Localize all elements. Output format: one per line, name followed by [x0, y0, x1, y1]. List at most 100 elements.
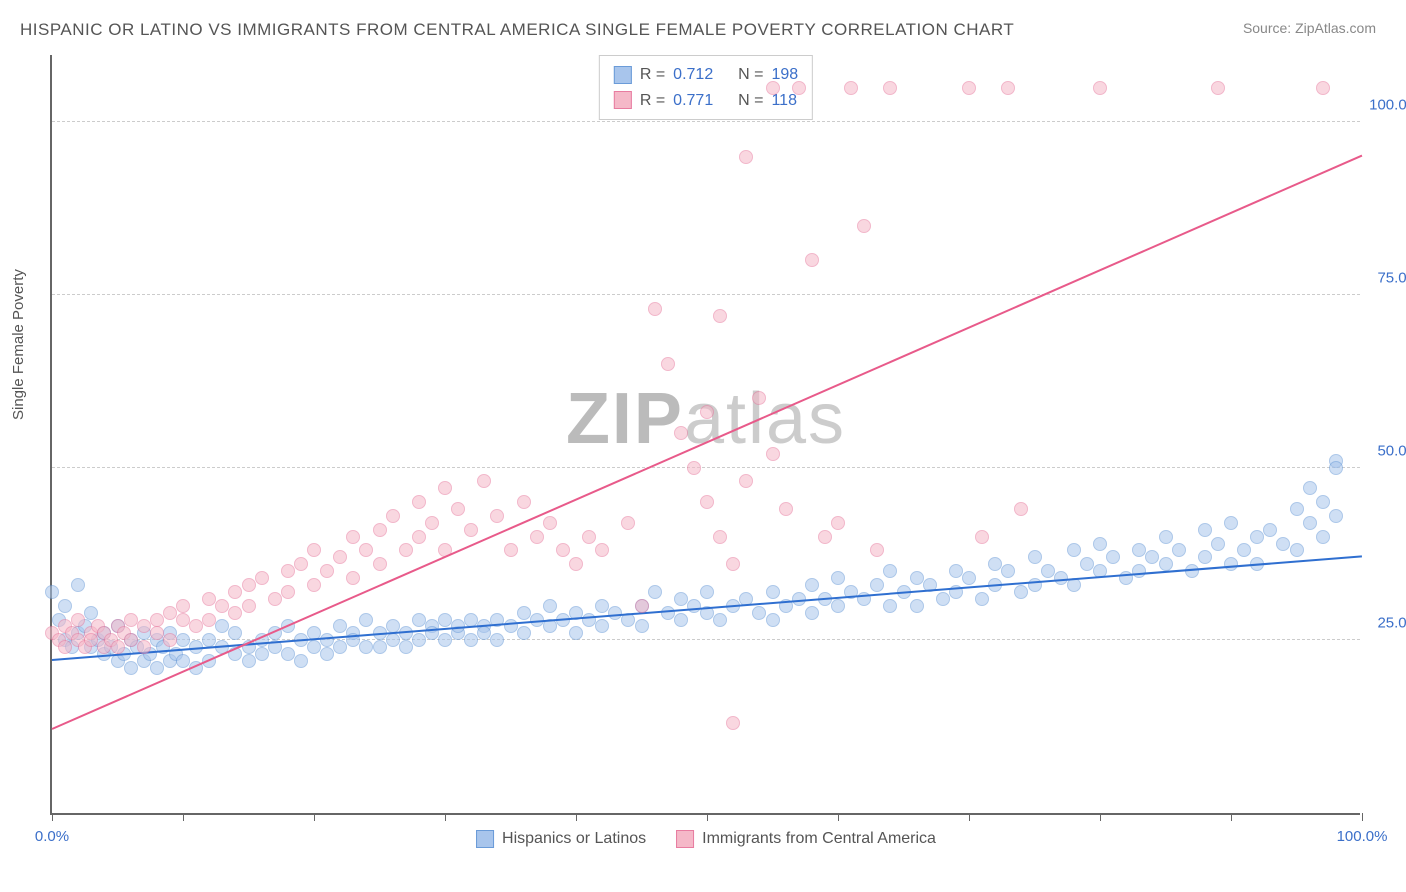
x-tick-label: 0.0%	[35, 828, 69, 845]
scatter-point	[635, 599, 649, 613]
scatter-point	[805, 253, 819, 267]
scatter-point	[137, 619, 151, 633]
scatter-point	[739, 474, 753, 488]
scatter-point	[766, 613, 780, 627]
scatter-point	[176, 613, 190, 627]
y-axis-label: Single Female Poverty	[10, 269, 27, 420]
scatter-point	[831, 599, 845, 613]
x-tick	[969, 813, 970, 821]
scatter-point	[464, 633, 478, 647]
x-tick	[1100, 813, 1101, 821]
scatter-point	[228, 585, 242, 599]
scatter-point	[739, 150, 753, 164]
scatter-point	[674, 592, 688, 606]
scatter-point	[949, 564, 963, 578]
scatter-point	[124, 633, 138, 647]
scatter-point	[346, 530, 360, 544]
x-tick	[1362, 813, 1363, 821]
scatter-point	[1198, 550, 1212, 564]
scatter-point	[1028, 550, 1042, 564]
scatter-point	[1303, 516, 1317, 530]
scatter-point	[412, 633, 426, 647]
x-tick	[1231, 813, 1232, 821]
scatter-point	[608, 606, 622, 620]
x-tick	[445, 813, 446, 821]
scatter-point	[962, 81, 976, 95]
y-tick-label: 25.0%	[1377, 615, 1406, 632]
scatter-point	[766, 447, 780, 461]
scatter-point	[1093, 81, 1107, 95]
x-tick-label: 100.0%	[1337, 828, 1388, 845]
grid-line	[52, 467, 1360, 468]
scatter-point	[84, 606, 98, 620]
scatter-point	[1276, 537, 1290, 551]
legend-item: Hispanics or Latinos	[476, 830, 646, 848]
scatter-point	[870, 543, 884, 557]
scatter-point	[975, 530, 989, 544]
scatter-point	[294, 557, 308, 571]
scatter-point	[595, 599, 609, 613]
scatter-point	[438, 481, 452, 495]
scatter-point	[1316, 495, 1330, 509]
scatter-point	[1303, 481, 1317, 495]
scatter-point	[150, 626, 164, 640]
scatter-point	[805, 606, 819, 620]
scatter-point	[1001, 81, 1015, 95]
scatter-point	[883, 599, 897, 613]
scatter-point	[700, 495, 714, 509]
y-tick-label: 50.0%	[1377, 442, 1406, 459]
scatter-point	[700, 405, 714, 419]
scatter-point	[71, 613, 85, 627]
grid-line	[52, 121, 1360, 122]
scatter-point	[910, 571, 924, 585]
scatter-point	[674, 426, 688, 440]
scatter-point	[425, 516, 439, 530]
scatter-point	[805, 578, 819, 592]
scatter-point	[346, 571, 360, 585]
x-tick	[576, 813, 577, 821]
scatter-point	[150, 661, 164, 675]
scatter-point	[242, 578, 256, 592]
scatter-point	[635, 619, 649, 633]
scatter-point	[124, 613, 138, 627]
scatter-point	[818, 530, 832, 544]
scatter-point	[464, 523, 478, 537]
scatter-point	[883, 564, 897, 578]
scatter-point	[661, 357, 675, 371]
scatter-point	[373, 523, 387, 537]
scatter-point	[215, 619, 229, 633]
scatter-point	[268, 592, 282, 606]
scatter-point	[1329, 461, 1343, 475]
scatter-point	[189, 619, 203, 633]
scatter-point	[504, 543, 518, 557]
legend-swatch	[476, 830, 494, 848]
scatter-point	[255, 647, 269, 661]
scatter-point	[202, 613, 216, 627]
scatter-point	[556, 543, 570, 557]
scatter-point	[307, 640, 321, 654]
scatter-point	[831, 516, 845, 530]
scatter-point	[1145, 550, 1159, 564]
scatter-point	[228, 626, 242, 640]
scatter-point	[582, 613, 596, 627]
scatter-point	[438, 633, 452, 647]
scatter-point	[595, 619, 609, 633]
scatter-point	[752, 606, 766, 620]
scatter-point	[687, 461, 701, 475]
scatter-point	[975, 592, 989, 606]
scatter-point	[1014, 585, 1028, 599]
scatter-point	[45, 585, 59, 599]
scatter-point	[1080, 557, 1094, 571]
scatter-point	[333, 619, 347, 633]
x-tick	[707, 813, 708, 821]
scatter-point	[373, 640, 387, 654]
scatter-point	[713, 613, 727, 627]
legend-swatch	[614, 91, 632, 109]
scatter-point	[399, 640, 413, 654]
legend-item: Immigrants from Central America	[676, 830, 936, 848]
scatter-point	[883, 81, 897, 95]
scatter-point	[320, 633, 334, 647]
scatter-point	[726, 557, 740, 571]
scatter-point	[307, 578, 321, 592]
scatter-point	[399, 543, 413, 557]
